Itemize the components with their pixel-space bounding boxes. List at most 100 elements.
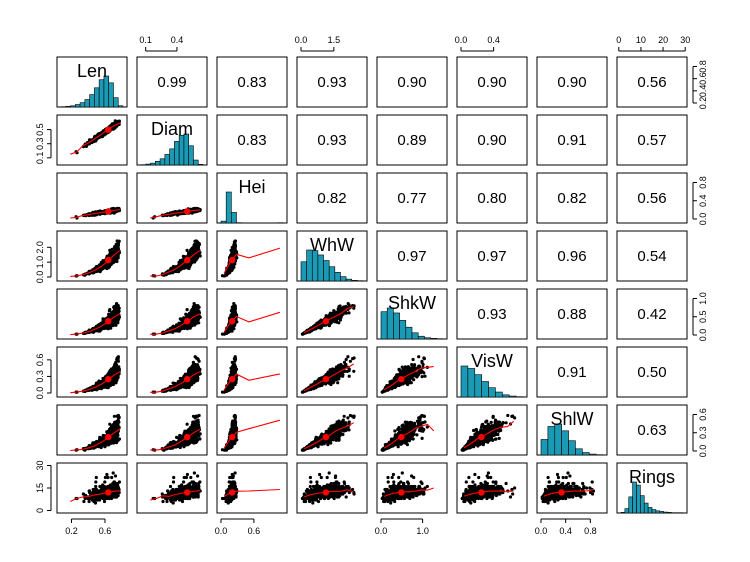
- histogram-bar: [89, 94, 95, 108]
- panel-frame: [456, 172, 528, 224]
- smoother-line: [70, 250, 121, 277]
- histogram-bar: [231, 212, 237, 224]
- histogram-bar: [345, 278, 353, 282]
- scatter-point: [117, 239, 121, 243]
- correlation-value: 0.93: [317, 74, 346, 91]
- panel-Hei-ShlW: 0.82: [536, 172, 608, 224]
- histogram-bar: [84, 99, 90, 108]
- panel-frame: [296, 114, 368, 166]
- correlation-value: 0.89: [397, 132, 426, 149]
- histogram-bar: [65, 106, 71, 108]
- scatter-point: [114, 323, 118, 327]
- scatter-point: [197, 241, 201, 246]
- histogram-bar: [113, 97, 119, 108]
- smoother-line: [70, 122, 121, 155]
- panel-Hei-WhW: 0.82: [296, 172, 368, 224]
- panel-frame: [616, 114, 688, 166]
- panel-frame: [296, 56, 368, 108]
- correlation-value: 0.82: [557, 190, 586, 207]
- panel-frame: [216, 114, 288, 166]
- panel-frame: [616, 230, 688, 282]
- panel-frame: [536, 114, 608, 166]
- scatter-point: [115, 259, 119, 264]
- histogram-bar: [75, 104, 81, 108]
- correlation-value: 0.90: [557, 74, 586, 91]
- scatter-point: [194, 256, 198, 260]
- histogram-bar: [220, 220, 227, 224]
- correlation-value: 0.80: [477, 190, 506, 207]
- panel-frame: [376, 56, 448, 108]
- scatter-point: [110, 251, 114, 255]
- panel-Hei-Len: [56, 172, 128, 224]
- histogram-bar: [351, 280, 358, 282]
- correlation-value: 0.83: [237, 74, 266, 91]
- panel-Diam-Hei: 0.83: [216, 114, 288, 166]
- panel-Len-WhW: 0.93: [296, 56, 368, 108]
- correlation-value: 0.90: [397, 74, 426, 91]
- smoother-line: [70, 208, 120, 219]
- histogram-bar: [225, 191, 232, 224]
- panel-Len-VisW: 0.90: [456, 56, 528, 108]
- panel-frame: [536, 56, 608, 108]
- histogram-bar: [188, 145, 194, 166]
- histogram-bar: [317, 254, 324, 282]
- scatter-point: [181, 254, 185, 258]
- scatter-point: [192, 247, 196, 252]
- histogram-bar: [164, 154, 170, 166]
- mean-point: [228, 256, 236, 264]
- panel-frame: [536, 230, 608, 282]
- panel-WhW-Hei: [216, 230, 288, 282]
- panel-Len-ShlW: 0.90: [536, 56, 608, 108]
- correlation-value: 0.83: [237, 132, 266, 149]
- scatter-point: [187, 251, 191, 255]
- panel-WhW-ShkW: 0.97: [376, 230, 448, 282]
- histogram-bar: [300, 261, 307, 282]
- correlation-value: 0.97: [397, 248, 426, 265]
- panel-Diam-WhW: 0.93: [296, 114, 368, 166]
- histogram-bar: [323, 260, 330, 282]
- panel-frame: [296, 172, 368, 224]
- correlation-value: 0.99: [157, 74, 186, 91]
- panel-frame: [376, 230, 448, 282]
- panel-frame: [376, 114, 448, 166]
- panel-ShkW-Len: [56, 288, 128, 340]
- correlation-value: 0.54: [637, 248, 666, 265]
- scatter-point: [101, 265, 106, 269]
- histogram-bar: [328, 266, 336, 282]
- correlation-value: 0.57: [637, 132, 666, 149]
- panel-Diam-Rings: 0.57: [616, 114, 688, 166]
- panel-frame: [456, 230, 528, 282]
- panel-Len-Hei: 0.83: [216, 56, 288, 108]
- panel-WhW-VisW: 0.97: [456, 230, 528, 282]
- histogram-bar: [98, 79, 105, 108]
- panel-WhW-Len: [56, 230, 128, 282]
- scatter-point: [190, 251, 194, 255]
- scatter-point: [116, 256, 120, 260]
- scatter-point: [116, 243, 120, 247]
- scatter-point: [108, 248, 112, 252]
- histogram-bar: [70, 105, 76, 108]
- panel-frame: [536, 172, 608, 224]
- panel-Len-Rings: 0.56: [616, 56, 688, 108]
- scatter-point: [115, 307, 119, 311]
- panel-WhW-WhW: WhW: [296, 230, 368, 282]
- mean-point: [184, 208, 191, 215]
- scatter-point: [192, 259, 197, 264]
- panel-frame: [136, 56, 208, 108]
- variable-label: WhW: [310, 235, 354, 255]
- correlation-value: 0.56: [637, 190, 666, 207]
- scatter-point: [99, 260, 103, 265]
- histogram-bar: [174, 141, 180, 166]
- panel-Len-Len: Len: [56, 56, 128, 108]
- correlation-value: 0.56: [637, 74, 666, 91]
- smoother-line: [150, 250, 201, 277]
- scatter-point: [193, 245, 197, 249]
- panel-Hei-Rings: 0.56: [616, 172, 688, 224]
- scatter-point: [114, 247, 118, 252]
- histogram-bar: [150, 162, 156, 166]
- histogram-bar: [311, 250, 319, 282]
- panel-frame: [616, 56, 688, 108]
- panel-Hei-Diam: [136, 172, 208, 224]
- panel-Len-ShkW: 0.90: [376, 56, 448, 108]
